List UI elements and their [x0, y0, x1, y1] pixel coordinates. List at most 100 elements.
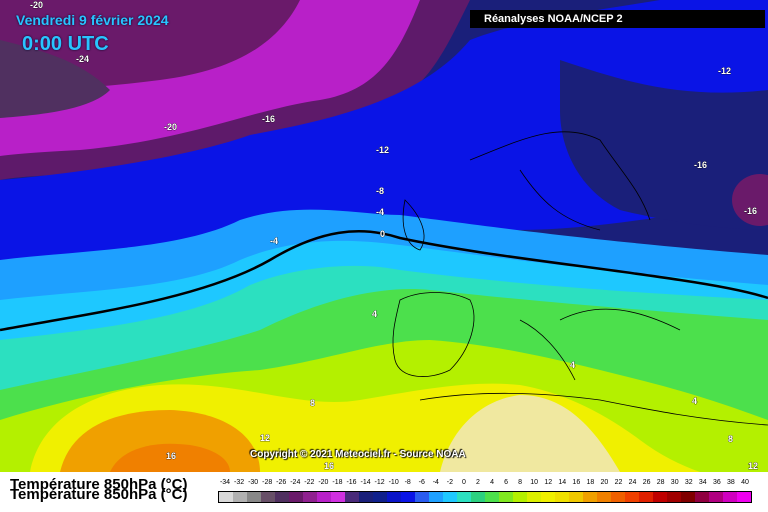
legend-title: Température 850hPa (°C): [10, 476, 188, 493]
isotherm-label: -12: [376, 145, 389, 155]
zone-dark-orange: [110, 443, 230, 472]
legend-swatch: [527, 492, 541, 502]
copyright-notice: Copyright © 2021 Meteociel.fr - Source N…: [250, 449, 466, 460]
legend-swatch: [555, 492, 569, 502]
zone-light-yellow: [440, 395, 620, 472]
isotherm-label: -20: [30, 0, 43, 10]
legend-tick-label: 36: [712, 479, 721, 486]
legend-swatch: [261, 492, 275, 502]
legend-tick-label: 8: [518, 479, 523, 486]
legend-swatch: [331, 492, 345, 502]
zone-cold-spot-east: [732, 174, 768, 226]
legend-tick-label: 28: [656, 479, 665, 486]
isotherm-label: 12: [748, 461, 758, 471]
legend-swatch: [583, 492, 597, 502]
legend-swatch: [611, 492, 625, 502]
legend-tick-label: -28: [262, 479, 273, 486]
map-date: Vendredi 9 février 2024: [16, 12, 169, 28]
legend-tick-label: -34: [219, 479, 231, 486]
legend-tick-label: 0: [461, 479, 466, 486]
zone-dark-core: [0, 40, 110, 118]
legend-tick-label: -16: [346, 479, 357, 486]
legend-swatch: [443, 492, 457, 502]
legend-swatch: [387, 492, 401, 502]
legend-tick-label: 32: [684, 479, 693, 486]
legend-swatch: [233, 492, 247, 502]
legend-tick-label: 40: [741, 479, 749, 486]
isotherm-label: 16: [324, 461, 334, 471]
legend-tick-label: -32: [234, 479, 245, 486]
legend-swatch: [289, 492, 303, 502]
legend-tick-label: -2: [446, 479, 453, 486]
legend-tick-label: -10: [388, 479, 399, 486]
legend-swatch: [667, 492, 681, 502]
legend-tick-label: 18: [586, 479, 595, 486]
legend-tick-label: -22: [304, 479, 315, 486]
legend-tick-label: -4: [432, 479, 439, 486]
legend-swatch: [653, 492, 667, 502]
legend-tick-label: 22: [614, 479, 623, 486]
legend-tick-label: -30: [248, 479, 259, 486]
legend-swatch: [639, 492, 653, 502]
legend-swatch: [625, 492, 639, 502]
legend-tick-label: 34: [698, 479, 707, 486]
legend-swatch: [597, 492, 611, 502]
isotherm-label: -16: [694, 160, 707, 170]
legend-tick-label: 12: [544, 479, 553, 486]
temperature-map: -20 -24 -20 -16 -12 -12 -16 -16 -8 -4 0 …: [0, 0, 768, 472]
legend-swatch: [681, 492, 695, 502]
isotherm-label: -24: [76, 54, 89, 64]
legend-tick-labels: -34 -32 -30 -28 -26 -24 -22 -20 -18 -16 -14 -12 -10-…: [218, 479, 752, 489]
isotherm-label: 4: [692, 396, 697, 406]
isotherm-label: 0: [380, 229, 385, 239]
legend-tick-label: -24: [290, 479, 301, 486]
legend-swatch: [737, 492, 751, 502]
legend-tick-label: 30: [670, 479, 679, 486]
legend-swatch: [247, 492, 261, 502]
legend-swatch: [457, 492, 471, 502]
legend-tick-label: 26: [642, 479, 651, 486]
isotherm-label: 8: [310, 398, 315, 408]
legend-tick-label: -18: [332, 479, 343, 486]
legend-tick-label: 10: [530, 479, 539, 486]
isotherm-label: 12: [260, 433, 270, 443]
legend-swatch: [723, 492, 737, 502]
legend-tick-label: -12: [374, 479, 385, 486]
legend-swatch: [415, 492, 429, 502]
legend-tick-label: 24: [628, 479, 637, 486]
isotherm-labels: -20 -24 -20 -16 -12 -12 -16 -16 -8 -4 0 …: [30, 0, 759, 471]
legend-swatch: [429, 492, 443, 502]
legend-swatch: [303, 492, 317, 502]
coastlines: [392, 131, 768, 426]
legend-swatch: [373, 492, 387, 502]
legend-tick-label: 14: [558, 479, 567, 486]
isotherm-label: -4: [270, 236, 278, 246]
zone-teal: [0, 265, 768, 400]
legend-tick-label: 20: [600, 479, 609, 486]
zone-light-blue: [0, 209, 768, 360]
legend-color-scale: [218, 491, 752, 503]
legend-swatch: [345, 492, 359, 502]
legend-swatch: [359, 492, 373, 502]
legend-swatch: [219, 492, 233, 502]
isotherm-label: -12: [718, 66, 731, 76]
legend-tick-label: 4: [490, 479, 494, 486]
legend-swatch: [499, 492, 513, 502]
legend-tick-label: 16: [572, 479, 581, 486]
isotherm-label: 16: [166, 451, 176, 461]
zone-cyan: [0, 240, 768, 385]
legend-tick-label: -20: [318, 479, 329, 486]
isotherm-label: -4: [376, 207, 384, 217]
legend-swatch: [541, 492, 555, 502]
legend-tick-label: 6: [504, 479, 509, 486]
zone-navy-east: [560, 60, 768, 230]
legend-tick-label: -26: [276, 479, 287, 486]
legend-tick-label: -6: [418, 479, 425, 486]
isotherm-label: -8: [376, 186, 384, 196]
legend-swatch: [513, 492, 527, 502]
legend-tick-label: 38: [727, 479, 735, 486]
legend-swatch: [485, 492, 499, 502]
isotherm-label: 4: [372, 309, 377, 319]
legend-tick-label: 2: [476, 479, 480, 486]
legend-swatch: [695, 492, 709, 502]
